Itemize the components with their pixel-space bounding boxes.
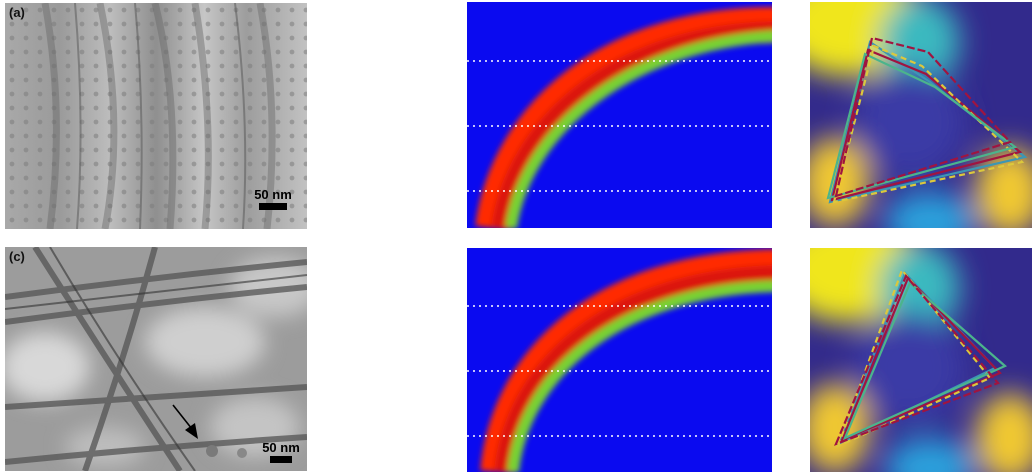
trajectory-panel-b [810,2,1032,228]
trajectory-panel-d [810,248,1032,472]
panel-label-a: (a) [9,5,25,20]
simulation-map-d [467,248,772,472]
simulation-panel-d [467,248,772,472]
scalebar-c: 50 nm [257,441,305,463]
micrograph-panel-a: (a) 50 nm [5,3,307,229]
scalebar-line-c [270,456,292,463]
simulation-map-b [467,2,772,228]
scalebar-label-c: 50 nm [262,440,300,455]
micrograph-image-c [5,247,307,471]
trajectory-map-b [810,2,1032,228]
trajectory-map-d [810,248,1032,472]
scalebar-label-a: 50 nm [254,187,292,202]
micrograph-panel-c: (c) 50 nm [5,247,307,471]
scalebar-line-a [259,203,287,210]
micrograph-image-a [5,3,307,229]
simulation-panel-b [467,2,772,228]
scalebar-a: 50 nm [249,188,297,210]
panel-label-c: (c) [9,249,25,264]
arrow-icon [185,423,198,439]
